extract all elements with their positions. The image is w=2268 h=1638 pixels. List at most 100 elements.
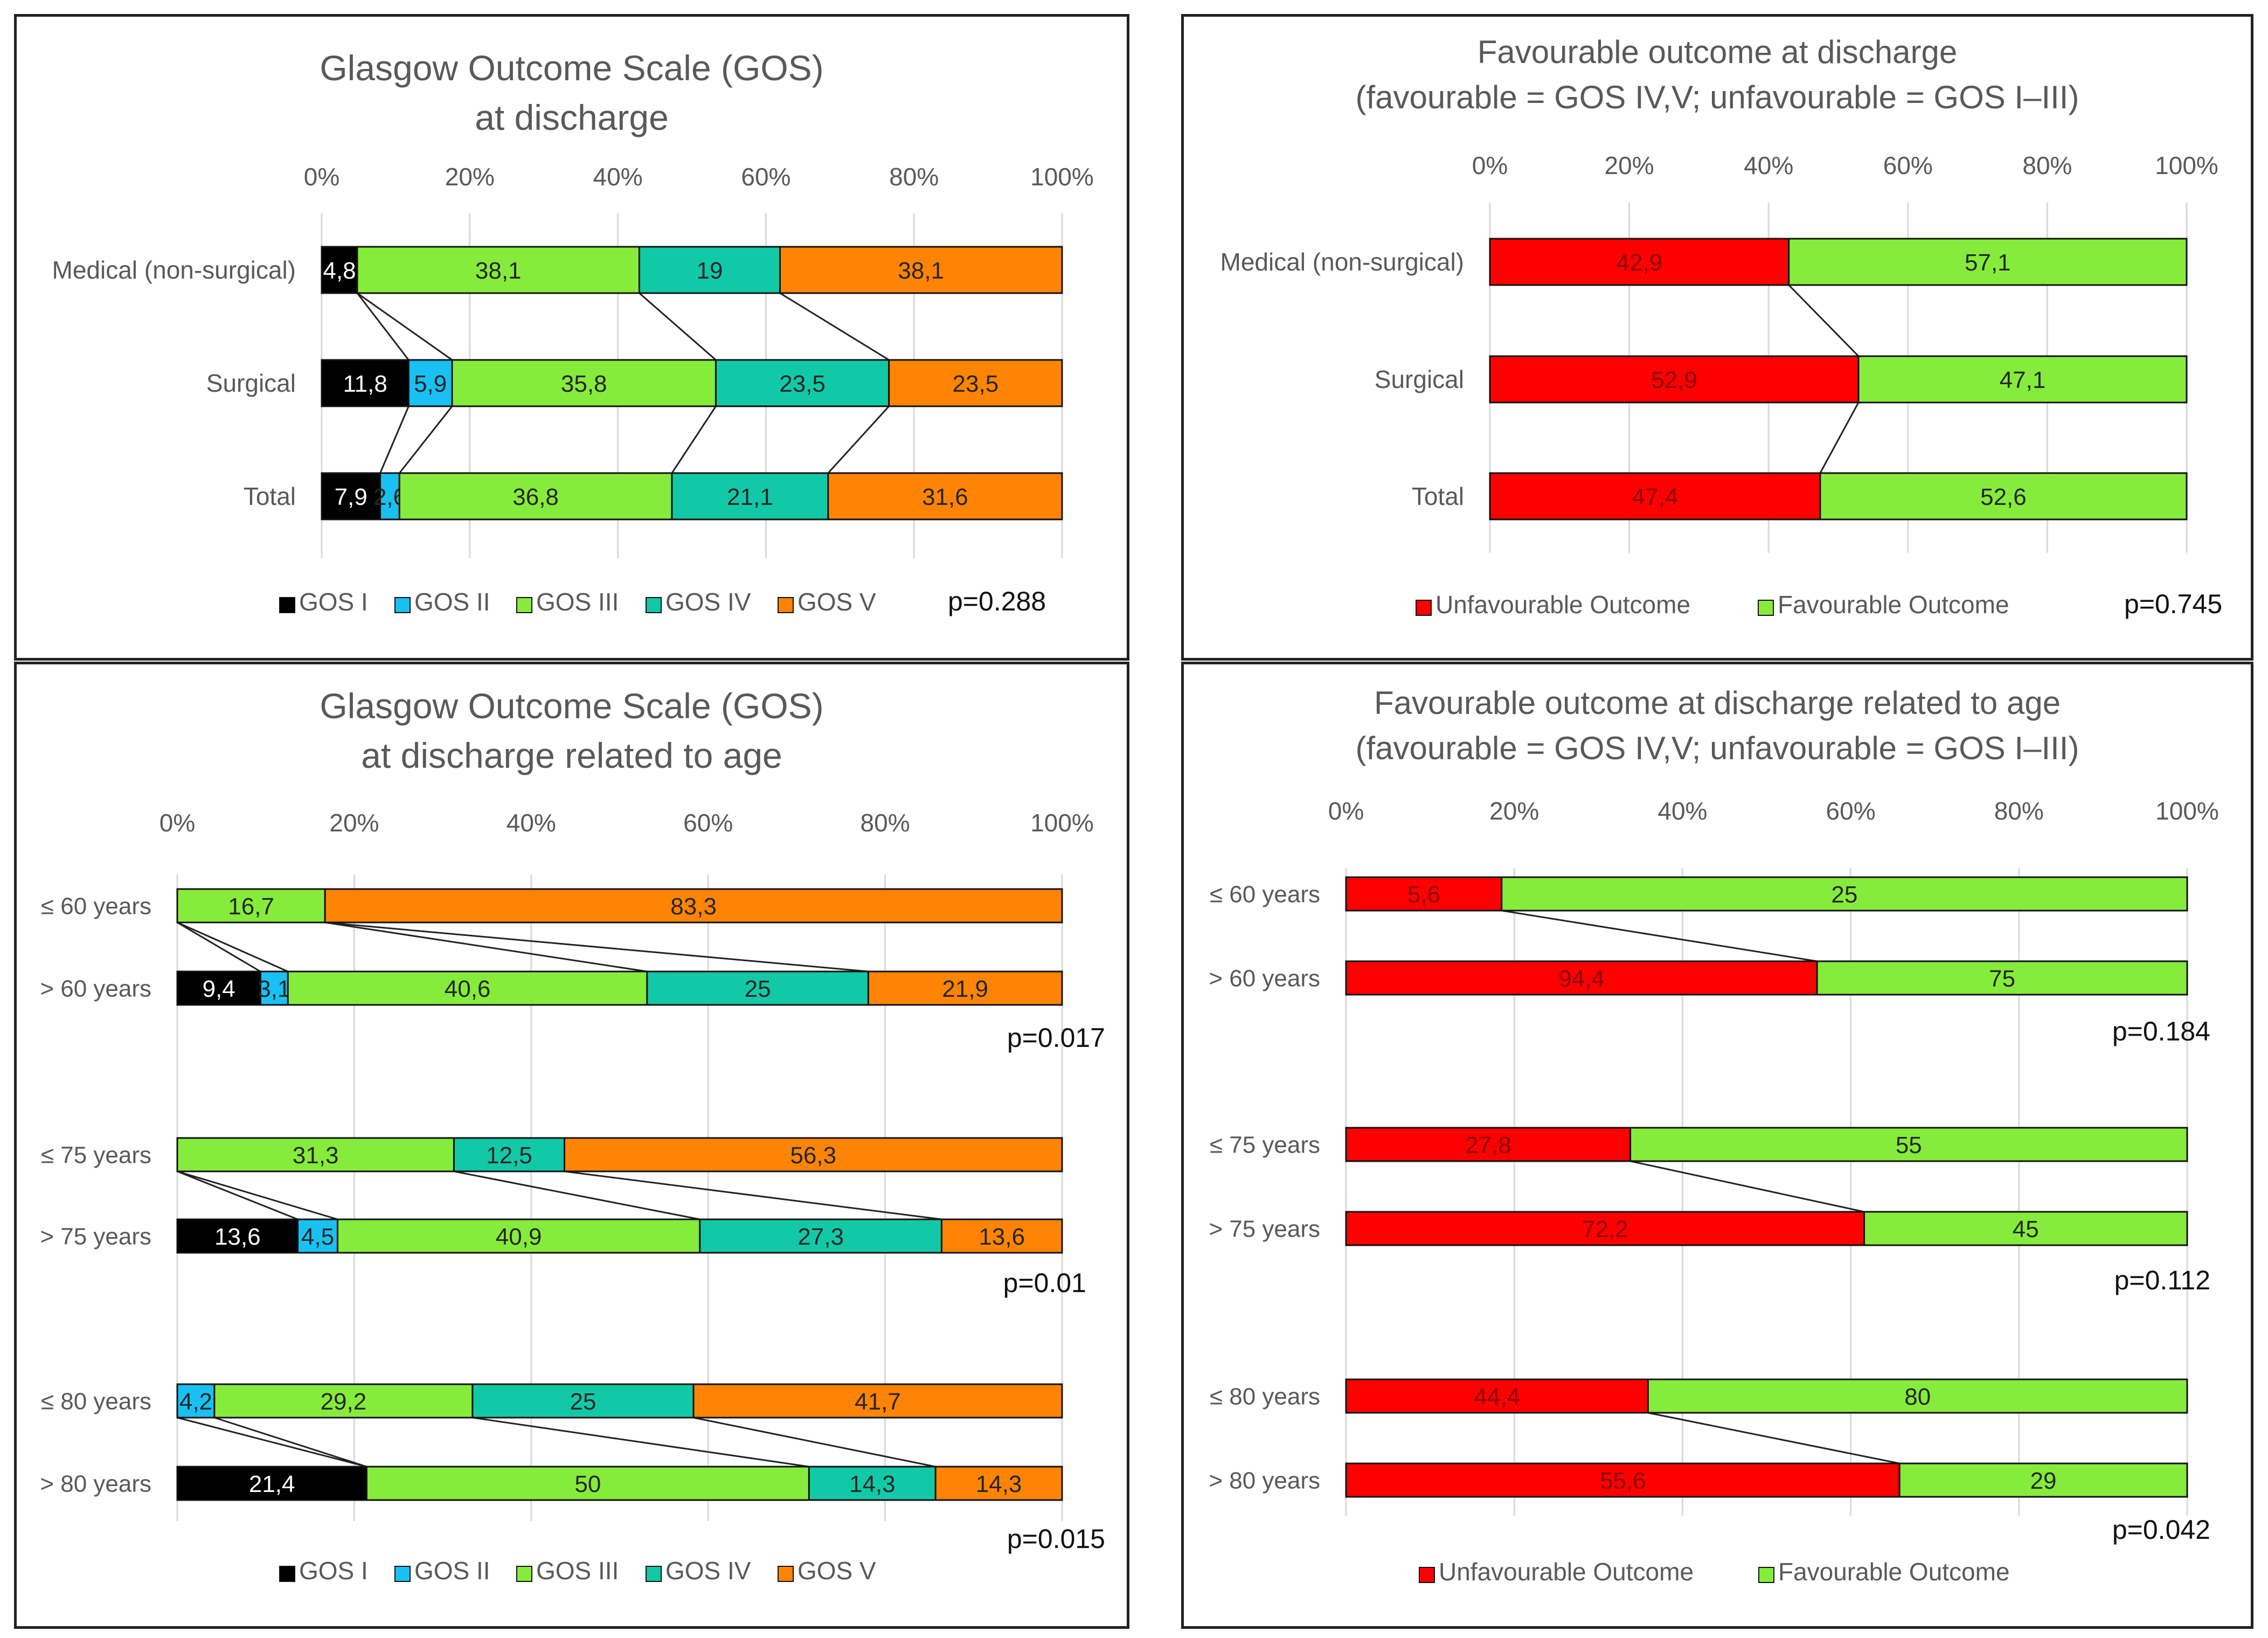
p-value-label: p=0.017: [1007, 1023, 1105, 1053]
legend-label: GOS II: [414, 1557, 490, 1585]
category-label: Surgical: [206, 369, 296, 397]
category-label: > 60 years: [40, 975, 151, 1002]
bar-segment: [176, 1383, 216, 1419]
legend-label: Unfavourable Outcome: [1439, 1558, 1694, 1586]
x-tick-label: 0%: [159, 809, 195, 837]
legend-swatch: [1758, 600, 1774, 616]
category-label: Surgical: [1375, 365, 1464, 393]
legend-swatch: [279, 1566, 295, 1582]
category-label: Medical (non-surgical): [52, 256, 296, 284]
data-label: 4,5: [301, 1224, 334, 1250]
data-label: 80: [1904, 1384, 1931, 1410]
bar-segment: [1863, 1211, 2188, 1246]
bar-segment: [321, 472, 382, 520]
bar-segment: [176, 1137, 455, 1172]
legend-swatch: [394, 597, 411, 613]
bar-segment: [671, 472, 829, 520]
bar-segment: [324, 888, 1063, 924]
data-label: 5,6: [1407, 882, 1440, 908]
chart-title-line: (favourable = GOS IV,V; unfavourable = G…: [1356, 79, 2079, 115]
data-label: 14,3: [849, 1471, 896, 1497]
data-label: 13,6: [214, 1224, 261, 1250]
data-label: 21,9: [942, 976, 988, 1002]
category-label: ≤ 60 years: [1210, 881, 1320, 907]
category-label: ≤ 75 years: [1210, 1132, 1320, 1158]
x-tick-label: 100%: [1030, 163, 1094, 191]
series-line: [1501, 910, 1818, 962]
p-value-label: p=0.112: [2114, 1265, 2210, 1295]
x-tick-label: 0%: [1328, 797, 1364, 825]
data-label: 42,9: [1617, 249, 1663, 276]
bar-segment: [451, 359, 717, 407]
category-label: Total: [1412, 482, 1464, 510]
legend-swatch: [1758, 1567, 1774, 1583]
series-line: [454, 1170, 700, 1220]
bar-segment: [1501, 876, 2188, 912]
bar-segment: [259, 970, 289, 1006]
x-tick-label: 40%: [1657, 797, 1707, 825]
data-label: 21,1: [727, 484, 773, 510]
chart-gos-age: Glasgow Outcome Scale (GOS) at discharge …: [40, 686, 1105, 1585]
bar-segment: [471, 1383, 695, 1419]
series-line: [324, 921, 648, 973]
x-tick-label: 80%: [861, 809, 910, 837]
data-label: 52,6: [1980, 484, 2027, 510]
x-tick-label: 20%: [329, 809, 379, 837]
data-label: 72,2: [1582, 1216, 1628, 1243]
chart-panel-favourable-discharge: Favourable outcome at discharge (favourab…: [1181, 14, 2253, 661]
p-value-label: p=0.288: [948, 586, 1046, 616]
series-line: [357, 292, 453, 361]
x-tick-label: 80%: [889, 163, 939, 191]
bar-segment: [176, 1466, 367, 1501]
series-line: [379, 406, 410, 474]
x-tick-label: 60%: [683, 809, 733, 837]
p-value-label: p=0.184: [2112, 1016, 2210, 1046]
p-value-label: p=0.042: [2112, 1515, 2210, 1545]
chart-title-line: Glasgow Outcome Scale (GOS): [320, 48, 823, 88]
category-label: > 80 years: [40, 1470, 151, 1497]
legend-swatch: [516, 1566, 532, 1582]
legend-label: Favourable Outcome: [1778, 1558, 2010, 1586]
data-label: 27,8: [1465, 1132, 1511, 1158]
legend-label: GOS IV: [665, 588, 751, 616]
legend-swatch: [1419, 1567, 1435, 1583]
bar-segment: [365, 1466, 810, 1501]
chart-panel-favourable-age: Favourable outcome at discharge related …: [1181, 662, 2253, 1629]
x-tick-label: 20%: [1489, 797, 1539, 825]
bar-segment: [1489, 238, 1790, 286]
bar-segment: [867, 970, 1063, 1006]
bar-segment: [213, 1383, 474, 1419]
series-line: [177, 921, 288, 973]
x-tick-label: 80%: [1994, 797, 2044, 825]
data-label: 47,4: [1632, 484, 1679, 510]
bar-segment: [1345, 1127, 1632, 1162]
legend-swatch: [394, 1566, 411, 1582]
x-tick-label: 100%: [2155, 797, 2219, 825]
data-label: 40,9: [496, 1224, 542, 1250]
series-line: [177, 921, 261, 973]
data-label: 27,3: [797, 1224, 844, 1250]
x-tick-label: 0%: [304, 163, 339, 191]
x-tick-label: 40%: [1744, 151, 1793, 179]
legend-label: GOS III: [536, 588, 619, 616]
bar-segment: [1819, 472, 2188, 520]
chart-gos-discharge: Glasgow Outcome Scale (GOS) at discharge 0…: [52, 48, 1094, 616]
data-label: 35,8: [561, 371, 607, 397]
data-label: 31,3: [293, 1142, 339, 1169]
category-label: ≤ 80 years: [41, 1388, 151, 1414]
legend-label: Favourable Outcome: [1778, 591, 2009, 619]
data-label: 25: [1831, 882, 1857, 908]
chart-favourable-discharge: Favourable outcome at discharge (favourab…: [1220, 34, 2223, 619]
series-line: [639, 292, 717, 361]
bar-segment: [176, 970, 261, 1006]
chart-title-line: at discharge: [475, 98, 669, 137]
legend-swatch: [1416, 600, 1432, 616]
legend-label: GOS V: [797, 1557, 876, 1585]
data-label: 75: [1989, 966, 2015, 992]
data-label: 36,8: [512, 484, 559, 510]
data-label: 19: [696, 258, 723, 284]
x-tick-label: 20%: [1605, 151, 1654, 179]
category-label: > 75 years: [1209, 1216, 1320, 1242]
series-line: [1788, 284, 1860, 357]
legend-label: GOS II: [414, 588, 490, 616]
